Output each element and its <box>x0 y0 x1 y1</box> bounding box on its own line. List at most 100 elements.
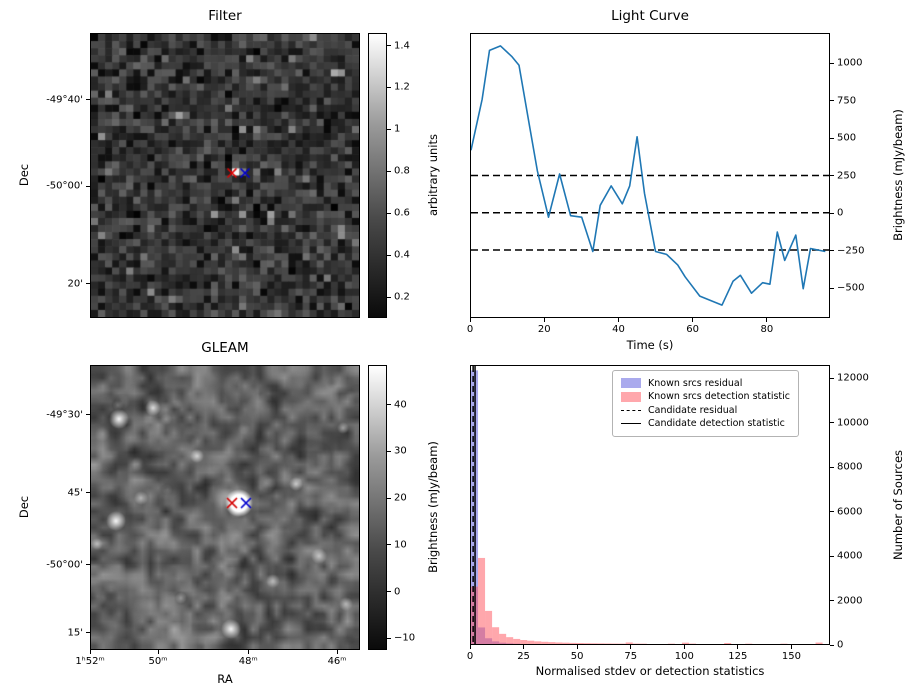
y-tick-mark <box>830 137 834 139</box>
x-tick-mark <box>157 650 159 654</box>
hist-bar-series-1 <box>724 643 732 644</box>
y-tick-mark <box>830 175 834 176</box>
y-tick-label: 750 <box>837 95 857 106</box>
filter-colorbar <box>368 33 387 318</box>
y-tick-label: 45' <box>67 487 83 499</box>
x-tick-mark <box>576 645 578 649</box>
hist-bar-series-1 <box>541 641 549 644</box>
x-tick-mark <box>469 645 471 649</box>
y-tick-label: 0 <box>837 207 844 219</box>
x-tick-label: 25 <box>517 651 530 662</box>
hist-bar-series-1 <box>597 643 605 644</box>
gleam-colorbar-label: Brightness (mJy/beam) <box>426 441 440 573</box>
y-tick-mark <box>86 185 90 187</box>
x-tick-mark <box>630 645 632 649</box>
y-tick-mark <box>830 212 834 214</box>
x-tick-label: 75 <box>624 651 638 662</box>
gleam-axes <box>90 365 360 650</box>
x-tick-mark <box>523 645 525 649</box>
light-curve-line <box>471 45 826 306</box>
y-tick-mark <box>387 404 391 406</box>
y-tick-label: 1.2 <box>394 81 410 93</box>
histogram-ylabel: Number of Sources <box>891 449 905 561</box>
hist-bar-series-1 <box>548 642 556 644</box>
y-tick-label: 40 <box>394 399 407 411</box>
y-tick-label: 500 <box>837 132 857 144</box>
y-tick-label: 1.4 <box>394 40 410 52</box>
filter-ylabel: Dec <box>17 163 31 187</box>
hist-bar-series-1 <box>513 638 521 644</box>
y-tick-label: 2000 <box>837 595 863 607</box>
y-tick-mark <box>387 254 391 256</box>
y-tick-label: −250 <box>837 245 865 256</box>
y-tick-label: 10000 <box>837 417 869 429</box>
y-tick-mark <box>387 212 391 214</box>
hist-bar-series-1 <box>562 642 570 644</box>
y-tick-mark <box>387 86 391 88</box>
y-tick-mark <box>387 170 391 172</box>
x-tick-mark <box>790 645 792 649</box>
y-tick-mark <box>830 377 834 379</box>
y-tick-label: 0.8 <box>394 165 410 177</box>
y-tick-label: −10 <box>394 632 416 644</box>
y-tick-label: 0 <box>837 639 844 651</box>
histogram-plot <box>471 366 823 644</box>
legend-item-candidate-residual: Candidate residual <box>621 405 790 416</box>
x-tick-label: 100 <box>674 651 694 662</box>
x-tick-label: 150 <box>781 651 801 662</box>
x-tick-mark <box>89 650 91 654</box>
hist-bar-series-1 <box>527 640 535 644</box>
gleam-ylabel: Dec <box>17 495 31 519</box>
light-curve-ylabel: Brightness (mJy/beam) <box>891 109 905 241</box>
legend-item-candidate-detection: Candidate detection statistic <box>621 418 790 429</box>
hist-bar-series-1 <box>520 640 528 644</box>
y-tick-mark <box>387 128 391 130</box>
y-tick-mark <box>387 450 391 452</box>
hist-bar-series-1 <box>583 643 591 644</box>
y-tick-mark <box>830 287 834 289</box>
filter-colorbar-label: arbitrary units <box>426 133 440 217</box>
y-tick-mark <box>830 511 834 513</box>
y-tick-label: -49°30' <box>46 409 83 421</box>
y-tick-mark <box>387 45 391 47</box>
y-tick-label: 30 <box>394 445 407 457</box>
x-tick-label: 1ʰ52ᵐ <box>75 656 105 667</box>
y-tick-mark <box>86 632 90 634</box>
x-tick-label: 48ᵐ <box>238 656 258 667</box>
gleam-xlabel: RA <box>217 672 233 686</box>
y-tick-mark <box>387 637 391 639</box>
x-tick-mark <box>247 650 249 654</box>
hist-bar-series-1 <box>485 610 493 644</box>
y-tick-mark <box>830 422 834 424</box>
hist-bar-series-1 <box>555 642 563 644</box>
legend-solid-line-sample <box>621 423 641 424</box>
legend-label: Candidate detection statistic <box>648 418 785 429</box>
x-tick-mark <box>336 650 338 654</box>
hist-bar-series-1 <box>604 643 612 644</box>
y-tick-mark <box>387 497 391 499</box>
hist-bar-series-1 <box>499 633 507 644</box>
light-curve-xlabel: Time (s) <box>626 338 674 352</box>
y-tick-label: 12000 <box>837 372 869 384</box>
y-tick-label: 20 <box>394 492 407 504</box>
x-tick-label: 50 <box>570 651 584 662</box>
y-tick-mark <box>830 466 834 468</box>
filter-axes <box>90 33 360 318</box>
gleam-title: GLEAM <box>201 340 249 356</box>
y-tick-label: -50°00' <box>46 180 83 192</box>
x-tick-label: 80 <box>760 324 774 335</box>
x-tick-mark <box>617 318 619 322</box>
hist-bar-series-1 <box>492 627 500 644</box>
legend-label: Known srcs detection statistic <box>648 391 790 402</box>
y-tick-label: 250 <box>837 170 857 181</box>
light-curve-title: Light Curve <box>611 8 689 24</box>
legend-item-known-residual: Known srcs residual <box>621 378 790 389</box>
y-tick-label: 0.4 <box>394 249 410 261</box>
y-tick-label: 10 <box>394 539 407 551</box>
x-tick-label: 40 <box>612 324 625 335</box>
y-tick-mark <box>86 492 90 494</box>
x-tick-label: 20 <box>537 324 551 335</box>
legend-swatch-known-residual <box>621 378 641 388</box>
y-tick-label: 0 <box>394 586 401 598</box>
y-tick-mark <box>387 296 391 298</box>
